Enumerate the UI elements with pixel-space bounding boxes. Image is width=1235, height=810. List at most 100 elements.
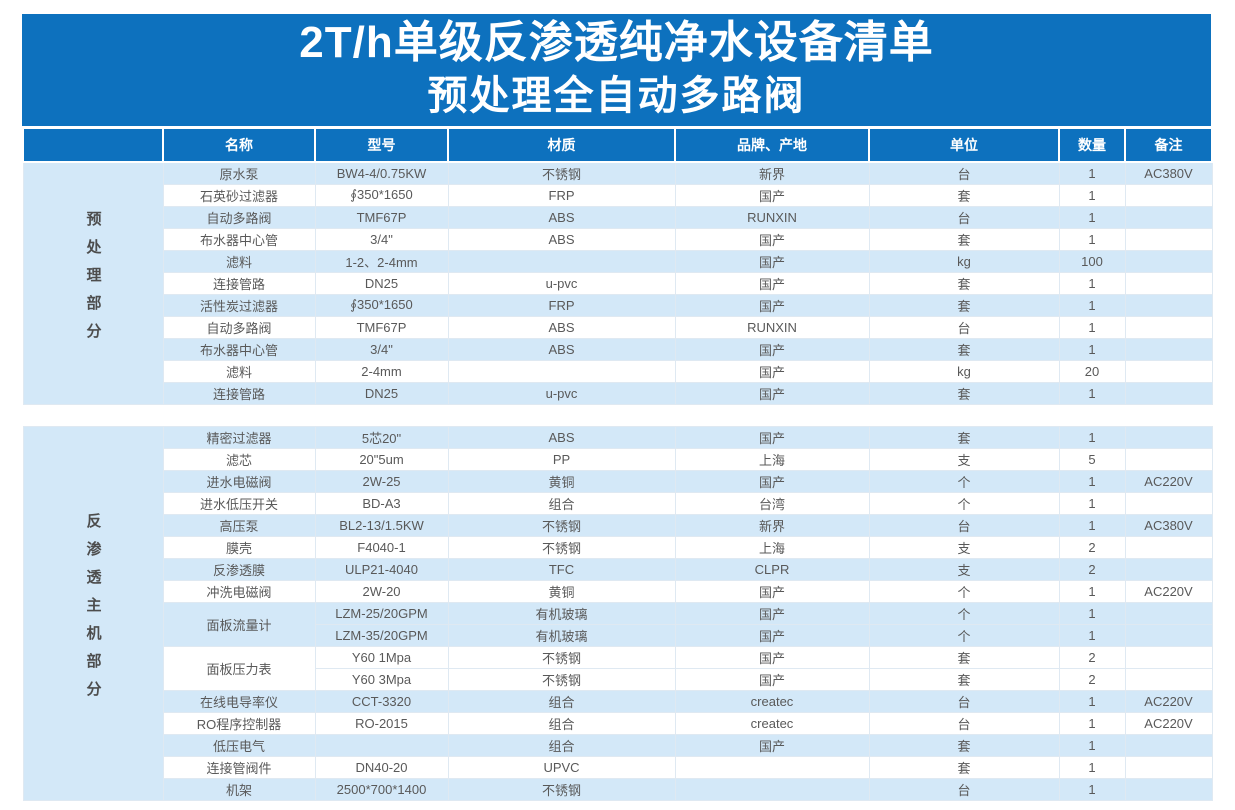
cell-model: 3/4" — [314, 227, 449, 251]
cell-qty: 2 — [1058, 667, 1126, 691]
cell-qty: 2 — [1058, 557, 1126, 581]
cell-model: Y60 1Mpa — [314, 645, 449, 669]
table-row: 低压电气 组合 国产 套 1 — [23, 733, 1213, 757]
cell-unit: 台 — [868, 205, 1060, 229]
cell-material: 不锈钢 — [447, 513, 676, 537]
cell-model: Y60 3Mpa — [314, 667, 449, 691]
cell-brand: RUNXIN — [674, 205, 870, 229]
table-row: 进水低压开关 BD-A3 组合 台湾 个 1 — [23, 491, 1213, 515]
table-row: 滤料 2-4mm 国产 kg 20 — [23, 359, 1213, 383]
cell-name: 精密过滤器 — [162, 425, 316, 449]
cell-brand: 国产 — [674, 227, 870, 251]
cell-brand: 上海 — [674, 447, 870, 471]
cell-note — [1124, 623, 1213, 647]
table-row: 连接管路 DN25 u-pvc 国产 套 1 — [23, 381, 1213, 405]
table-row: 石英砂过滤器 ∮350*1650 FRP 国产 套 1 — [23, 183, 1213, 207]
cell-note — [1124, 271, 1213, 295]
cell-name: 进水电磁阀 — [162, 469, 316, 493]
cell-brand — [674, 755, 870, 779]
cell-unit: 个 — [868, 623, 1060, 647]
cell-name: 滤料 — [162, 359, 316, 383]
cell-note — [1124, 425, 1213, 449]
cell-name: 布水器中心管 — [162, 337, 316, 361]
cell-name: 滤料 — [162, 249, 316, 273]
cell-note — [1124, 293, 1213, 317]
cell-name: 反渗透膜 — [162, 557, 316, 581]
table-row: 反渗透主机部分 精密过滤器 5芯20" ABS 国产 套 1 — [22, 425, 1213, 801]
cell-name: 冲洗电磁阀 — [162, 579, 316, 603]
cell-name: 布水器中心管 — [162, 227, 316, 251]
table-row: RO程序控制器 RO-2015 组合 createc 台 1 AC220V — [23, 711, 1213, 735]
cell-unit: 个 — [868, 469, 1060, 493]
cell-unit: 套 — [868, 183, 1060, 207]
cell-unit: 支 — [868, 447, 1060, 471]
cell-model: 3/4" — [314, 337, 449, 361]
cell-note — [1124, 249, 1213, 273]
cell-unit: 个 — [868, 601, 1060, 625]
cell-unit: kg — [868, 359, 1060, 383]
cell-name: 活性炭过滤器 — [162, 293, 316, 317]
cell-name: 低压电气 — [162, 733, 316, 757]
cell-model: DN25 — [314, 271, 449, 295]
cell-qty: 1 — [1058, 337, 1126, 361]
cell-unit: 套 — [868, 755, 1060, 779]
table-row: 自动多路阀 TMF67P ABS RUNXIN 台 1 — [23, 205, 1213, 229]
cell-unit: 支 — [868, 557, 1060, 581]
cell-unit: 台 — [868, 315, 1060, 339]
table-row: 冲洗电磁阀 2W-20 黄铜 国产 个 1 AC220V — [23, 579, 1213, 603]
cell-material: FRP — [447, 293, 676, 317]
cell-model: 2W-25 — [314, 469, 449, 493]
cell-note: AC220V — [1124, 579, 1213, 603]
cell-model: 2W-20 — [314, 579, 449, 603]
cell-brand — [674, 777, 870, 801]
cell-model: BW4-4/0.75KW — [314, 161, 449, 185]
cell-unit: 台 — [868, 689, 1060, 713]
cell-model: ULP21-4040 — [314, 557, 449, 581]
table-row: 在线电导率仪 CCT-3320 组合 createc 台 1 AC220V — [23, 689, 1213, 713]
cell-brand: 国产 — [674, 733, 870, 757]
cell-qty: 1 — [1058, 205, 1126, 229]
cell-qty: 1 — [1058, 271, 1126, 295]
cell-unit: 台 — [868, 161, 1060, 185]
cell-name: RO程序控制器 — [162, 711, 316, 735]
col-header-brand: 品牌、产地 — [674, 127, 870, 163]
cell-material: 组合 — [447, 711, 676, 735]
col-header-unit: 单位 — [868, 127, 1060, 163]
spacer-row — [23, 403, 1212, 427]
cell-material: u-pvc — [447, 381, 676, 405]
cell-brand: 国产 — [674, 667, 870, 691]
cell-qty: 1 — [1058, 227, 1126, 251]
corner-header-cell — [22, 127, 164, 163]
col-header-qty: 数量 — [1058, 127, 1126, 163]
cell-qty: 100 — [1058, 249, 1126, 273]
table-row: 面板流量计 LZM-25/20GPM 有机玻璃 国产 个 1 — [23, 601, 1213, 647]
cell-note — [1124, 381, 1213, 405]
cell-brand: 国产 — [674, 425, 870, 449]
col-header-model: 型号 — [314, 127, 449, 163]
cell-qty: 1 — [1058, 689, 1126, 713]
cell-brand: RUNXIN — [674, 315, 870, 339]
cell-model — [314, 733, 449, 757]
cell-name: 自动多路阀 — [162, 205, 316, 229]
cell-model: 2500*700*1400 — [314, 777, 449, 801]
table-row: 高压泵 BL2-13/1.5KW 不锈钢 新界 台 1 AC380V — [23, 513, 1213, 537]
cell-qty: 1 — [1058, 161, 1126, 185]
table-row: 反渗透膜 ULP21-4040 TFC CLPR 支 2 — [23, 557, 1213, 581]
cell-unit: 套 — [868, 381, 1060, 405]
cell-material: ABS — [447, 315, 676, 339]
cell-material: PP — [447, 447, 676, 471]
cell-note — [1124, 733, 1213, 757]
cell-material — [447, 249, 676, 273]
table-row: 机架 2500*700*1400 不锈钢 台 1 — [23, 777, 1213, 801]
cell-name: 在线电导率仪 — [162, 689, 316, 713]
cell-note — [1124, 183, 1213, 207]
cell-model: BD-A3 — [314, 491, 449, 515]
cell-note: AC220V — [1124, 711, 1213, 735]
cell-note — [1124, 337, 1213, 361]
cell-brand: 国产 — [674, 579, 870, 603]
cell-material: 不锈钢 — [447, 535, 676, 559]
header-row: 名称 型号 材质 品牌、产地 单位 数量 备注 — [22, 127, 1213, 163]
cell-qty: 1 — [1058, 623, 1126, 647]
cell-unit: 个 — [868, 579, 1060, 603]
cell-unit: 套 — [868, 337, 1060, 361]
